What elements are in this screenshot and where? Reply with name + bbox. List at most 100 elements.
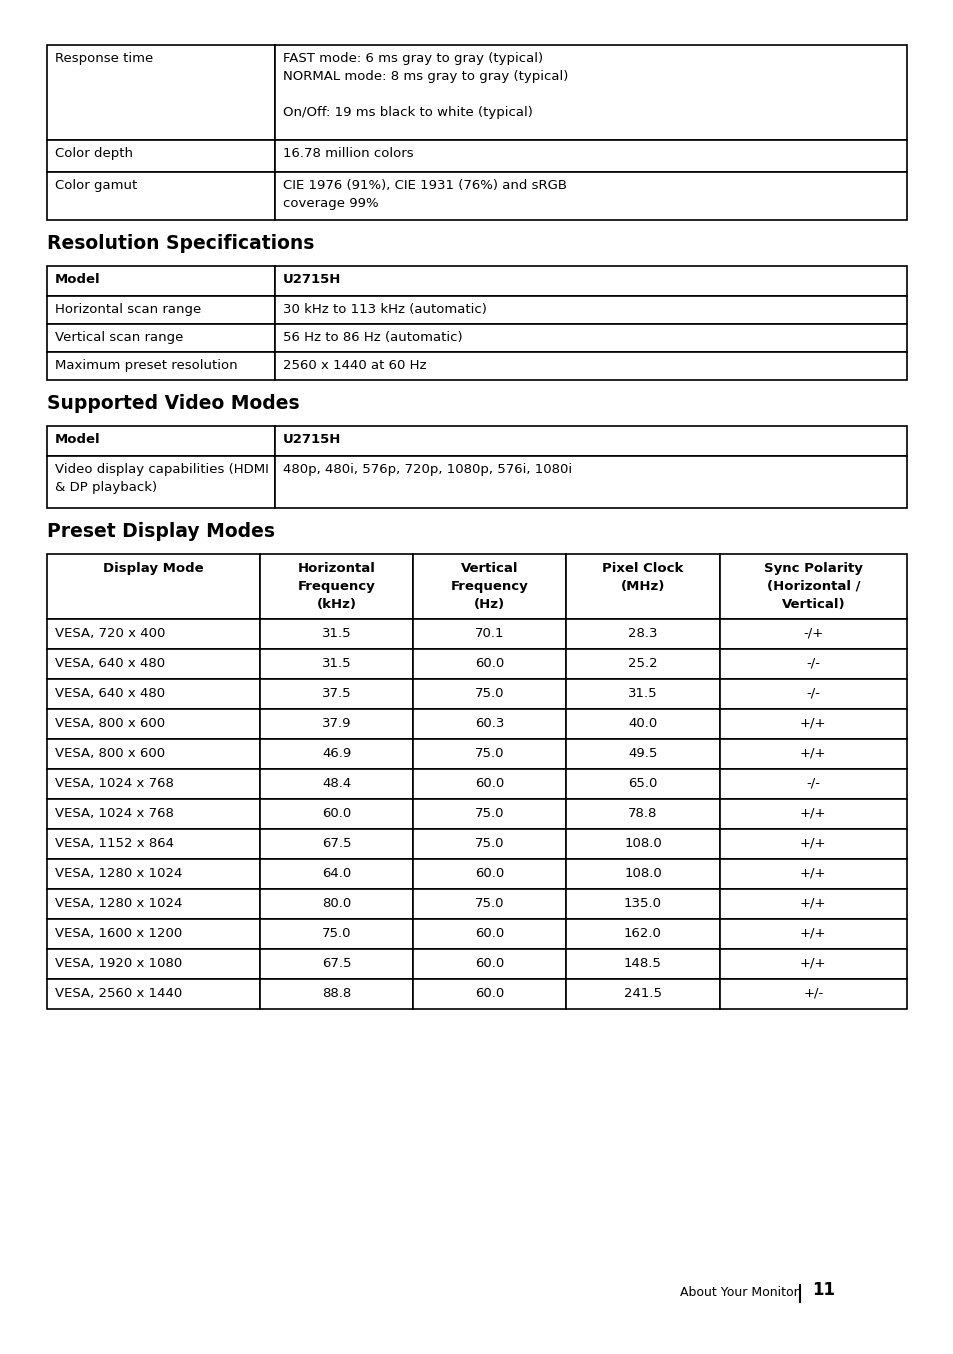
Text: 31.5: 31.5 [322, 657, 352, 670]
Bar [566, 919, 719, 949]
Bar [566, 829, 719, 858]
Text: Maximum preset resolution: Maximum preset resolution [55, 359, 237, 372]
Text: VESA, 1152 x 864: VESA, 1152 x 864 [55, 837, 173, 850]
Bar [260, 769, 413, 799]
Bar [47, 739, 260, 769]
Text: Preset Display Modes: Preset Display Modes [47, 523, 274, 542]
Bar [274, 45, 906, 139]
Text: Vertical
Frequency
(Hz): Vertical Frequency (Hz) [451, 562, 528, 611]
Bar [413, 678, 566, 709]
Bar [719, 709, 906, 739]
Text: +/+: +/+ [800, 896, 825, 910]
Bar [719, 979, 906, 1009]
Text: 64.0: 64.0 [322, 867, 351, 880]
Bar [47, 139, 274, 172]
Bar [47, 554, 260, 619]
Text: VESA, 1600 x 1200: VESA, 1600 x 1200 [55, 927, 182, 940]
Bar [719, 619, 906, 649]
Text: Display Mode: Display Mode [103, 562, 204, 575]
Text: Pixel Clock
(MHz): Pixel Clock (MHz) [601, 562, 683, 593]
Bar [719, 739, 906, 769]
Text: 75.0: 75.0 [475, 747, 504, 760]
Text: Supported Video Modes: Supported Video Modes [47, 394, 299, 413]
Text: VESA, 2560 x 1440: VESA, 2560 x 1440 [55, 987, 182, 1001]
Text: 60.0: 60.0 [322, 807, 351, 821]
Text: 67.5: 67.5 [322, 837, 352, 850]
Bar [274, 427, 906, 456]
Text: 56 Hz to 86 Hz (automatic): 56 Hz to 86 Hz (automatic) [283, 330, 462, 344]
Bar [260, 949, 413, 979]
Bar [47, 324, 274, 352]
Text: 60.0: 60.0 [475, 777, 504, 789]
Bar [274, 139, 906, 172]
Bar [413, 709, 566, 739]
Bar [413, 769, 566, 799]
Text: 108.0: 108.0 [623, 867, 661, 880]
Text: VESA, 1280 x 1024: VESA, 1280 x 1024 [55, 867, 182, 880]
Text: 48.4: 48.4 [322, 777, 351, 789]
Text: 480p, 480i, 576p, 720p, 1080p, 576i, 1080i: 480p, 480i, 576p, 720p, 1080p, 576i, 108… [283, 463, 572, 477]
Text: Horizontal scan range: Horizontal scan range [55, 303, 201, 315]
Bar [719, 858, 906, 890]
Bar [413, 649, 566, 678]
Bar [47, 799, 260, 829]
Bar [260, 979, 413, 1009]
Text: 37.9: 37.9 [322, 718, 352, 730]
Bar [47, 919, 260, 949]
Text: 241.5: 241.5 [623, 987, 661, 1001]
Bar [566, 709, 719, 739]
Bar [47, 858, 260, 890]
Bar [566, 554, 719, 619]
Bar [274, 324, 906, 352]
Bar [566, 890, 719, 919]
Bar [719, 554, 906, 619]
Text: 75.0: 75.0 [475, 807, 504, 821]
Bar [47, 678, 260, 709]
Bar [413, 619, 566, 649]
Bar [566, 949, 719, 979]
Text: 31.5: 31.5 [322, 627, 352, 640]
Text: 162.0: 162.0 [623, 927, 661, 940]
Text: +/+: +/+ [800, 837, 825, 850]
Text: 46.9: 46.9 [322, 747, 351, 760]
Bar [413, 858, 566, 890]
Text: VESA, 1024 x 768: VESA, 1024 x 768 [55, 807, 173, 821]
Bar [413, 554, 566, 619]
Bar [566, 799, 719, 829]
Bar [719, 949, 906, 979]
Text: 70.1: 70.1 [475, 627, 504, 640]
Bar [47, 829, 260, 858]
Bar [566, 858, 719, 890]
Text: Horizontal
Frequency
(kHz): Horizontal Frequency (kHz) [297, 562, 375, 611]
Bar [566, 619, 719, 649]
Text: VESA, 800 x 600: VESA, 800 x 600 [55, 718, 165, 730]
Text: 60.0: 60.0 [475, 987, 504, 1001]
Bar [719, 890, 906, 919]
Bar [260, 799, 413, 829]
Text: +/+: +/+ [800, 867, 825, 880]
Bar [47, 709, 260, 739]
Bar [413, 979, 566, 1009]
Text: VESA, 640 x 480: VESA, 640 x 480 [55, 686, 165, 700]
Text: 75.0: 75.0 [322, 927, 352, 940]
Bar [274, 297, 906, 324]
Bar [47, 649, 260, 678]
Text: VESA, 1280 x 1024: VESA, 1280 x 1024 [55, 896, 182, 910]
Text: 25.2: 25.2 [627, 657, 658, 670]
Bar [47, 45, 274, 139]
Text: U2715H: U2715H [283, 433, 341, 445]
Bar [566, 678, 719, 709]
Text: Color gamut: Color gamut [55, 179, 137, 192]
Text: 28.3: 28.3 [628, 627, 657, 640]
Bar [260, 890, 413, 919]
Bar [413, 890, 566, 919]
Text: 88.8: 88.8 [322, 987, 351, 1001]
Bar [413, 949, 566, 979]
Bar [719, 678, 906, 709]
Bar [566, 739, 719, 769]
Text: Sync Polarity
(Horizontal /
Vertical): Sync Polarity (Horizontal / Vertical) [763, 562, 862, 611]
Text: Vertical scan range: Vertical scan range [55, 330, 183, 344]
Text: VESA, 1024 x 768: VESA, 1024 x 768 [55, 777, 173, 789]
Text: 135.0: 135.0 [623, 896, 661, 910]
Text: 37.5: 37.5 [322, 686, 352, 700]
